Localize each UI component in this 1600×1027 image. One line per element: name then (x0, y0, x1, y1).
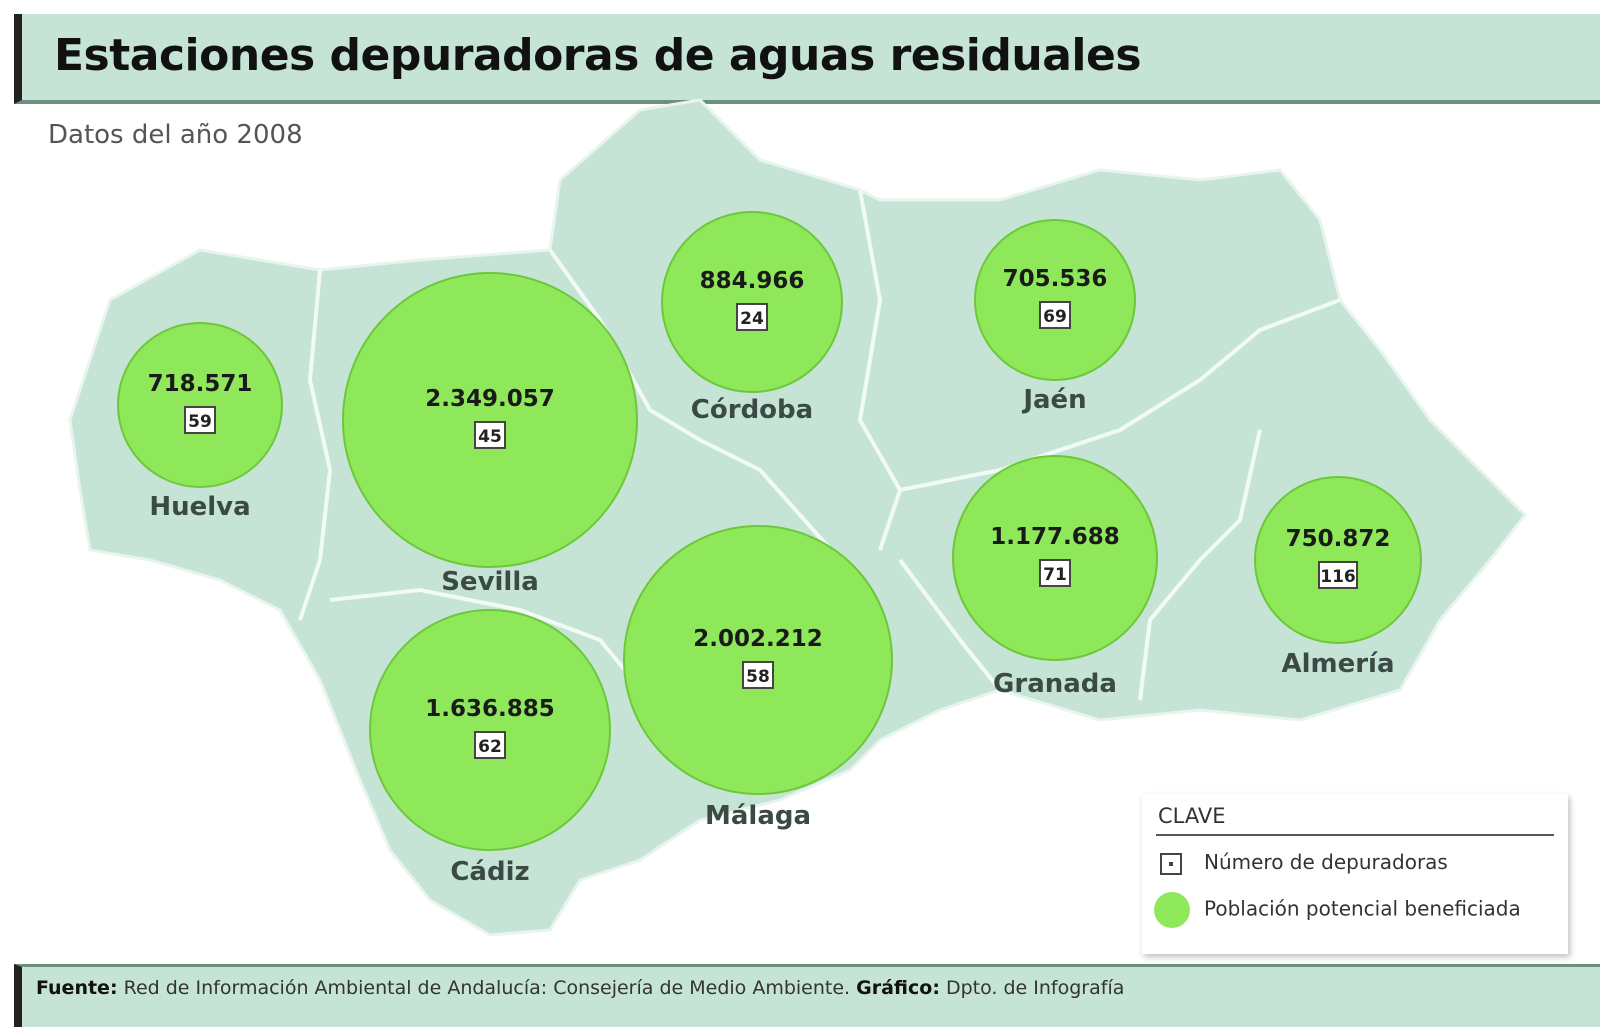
plants-count: 24 (740, 309, 764, 329)
population-value: 750.872 (1286, 526, 1391, 552)
population-bubble (661, 211, 843, 393)
plants-box (184, 406, 216, 434)
province-name: Sevilla (441, 567, 539, 597)
legend-row-plants: Número de depuradoras (1160, 850, 1448, 875)
plants-box (742, 661, 774, 689)
plants-count: 59 (188, 412, 212, 432)
province-malaga: 2.002.212 58 Málaga (623, 525, 893, 831)
population-value: 705.536 (1003, 266, 1108, 292)
province-granada: 1.177.688 71 Granada (952, 455, 1158, 699)
source-text: Red de Información Ambiental de Andalucí… (123, 977, 851, 999)
population-value: 1.177.688 (990, 524, 1120, 550)
province-cadiz: 1.636.885 62 Cádiz (369, 609, 611, 887)
plants-count: 45 (478, 427, 502, 447)
population-bubble (1254, 476, 1422, 644)
population-bubble (117, 322, 283, 488)
square-icon (1160, 852, 1182, 875)
province-name: Málaga (705, 801, 811, 831)
plants-count: 69 (1043, 307, 1067, 327)
population-bubble (952, 455, 1158, 661)
province-name: Huelva (149, 492, 250, 522)
population-bubble (369, 609, 611, 851)
legend: CLAVE Número de depuradoras Población po… (1142, 794, 1568, 954)
province-jaen: 705.536 69 Jaén (974, 219, 1136, 415)
legend-title: CLAVE (1158, 804, 1226, 828)
population-value: 2.349.057 (425, 386, 555, 412)
legend-box-label: Número de depuradoras (1204, 850, 1448, 874)
plants-box (736, 303, 768, 331)
plants-count: 71 (1043, 565, 1067, 585)
plants-box (474, 421, 506, 449)
page-title: Estaciones depuradoras de aguas residual… (54, 30, 1142, 81)
plants-box (474, 731, 506, 759)
population-value: 1.636.885 (425, 696, 555, 722)
plants-count: 116 (1320, 567, 1356, 587)
province-bubbles: 718.571 59 Huelva 2.349.057 45 Sevilla 884.966… (117, 211, 1422, 887)
plants-box (1039, 301, 1071, 329)
source-label: Fuente: (36, 977, 118, 999)
plants-box (1318, 561, 1358, 589)
plants-count: 58 (746, 667, 770, 687)
population-value: 884.966 (700, 268, 805, 294)
province-name: Cádiz (450, 857, 529, 887)
population-bubble (342, 272, 638, 568)
legend-divider (1156, 834, 1554, 836)
province-sevilla: 2.349.057 45 Sevilla (342, 272, 638, 597)
province-huelva: 718.571 59 Huelva (117, 322, 283, 522)
population-value: 2.002.212 (693, 626, 823, 652)
population-bubble (623, 525, 893, 795)
legend-row-population: Población potencial beneficiada (1154, 892, 1521, 928)
population-value: 718.571 (148, 371, 253, 397)
title-bar: Estaciones depuradoras de aguas residual… (14, 14, 1600, 104)
plants-count: 62 (478, 737, 502, 757)
province-cordoba: 884.966 24 Córdoba (661, 211, 843, 425)
province-name: Jaén (1021, 385, 1086, 415)
plants-box (1039, 559, 1071, 587)
footer-text: Fuente: Red de Información Ambiental de … (36, 977, 1124, 999)
graphic-text: Dpto. de Infografía (945, 977, 1125, 999)
circle-icon (1154, 892, 1190, 928)
subtitle: Datos del año 2008 (48, 120, 303, 150)
province-name: Córdoba (691, 395, 813, 425)
province-name: Granada (993, 669, 1117, 699)
footer: Fuente: Red de Información Ambiental de … (14, 964, 1600, 1027)
graphic-label: Gráfico: (856, 977, 940, 999)
province-almeria: 750.872 116 Almería (1254, 476, 1422, 679)
legend-circle-label: Población potencial beneficiada (1204, 896, 1521, 921)
population-bubble (974, 219, 1136, 381)
province-name: Almería (1281, 649, 1394, 679)
